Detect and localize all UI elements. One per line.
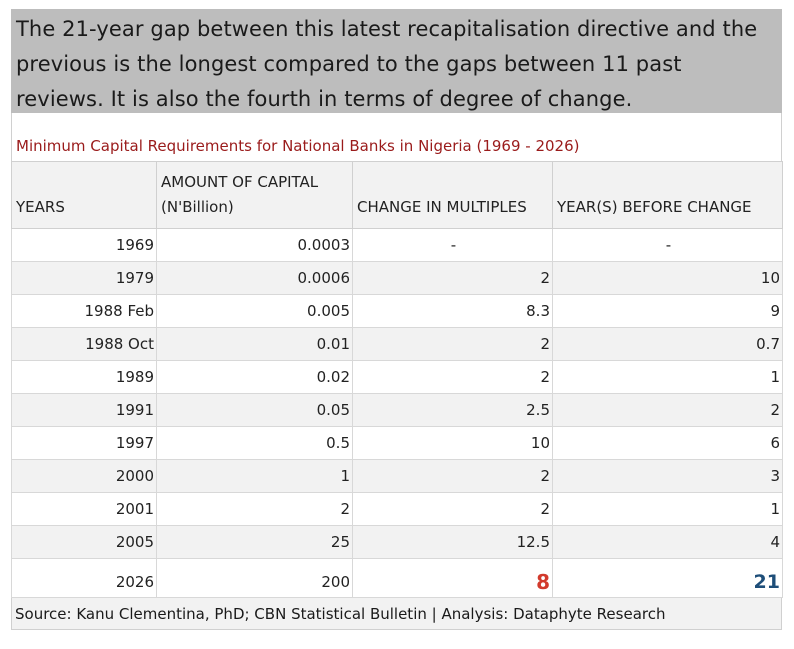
cell-years-before-change: 0.7: [552, 327, 783, 361]
table-row: 2026 200 8 21: [11, 558, 783, 598]
cell-change-multiple: 8.3: [352, 294, 553, 328]
cell-change-multiple: 10: [352, 426, 553, 460]
cell-year: 1988 Feb: [11, 294, 157, 328]
cell-year: 1991: [11, 393, 157, 427]
cell-amount: 2: [156, 492, 353, 526]
cell-amount: 0.5: [156, 426, 353, 460]
cell-year: 1989: [11, 360, 157, 394]
cell-amount: 200: [156, 558, 353, 598]
cell-year: 2005: [11, 525, 157, 559]
cell-amount: 0.02: [156, 360, 353, 394]
cell-year: 1988 Oct: [11, 327, 157, 361]
cell-years-before-change: -: [552, 228, 783, 262]
cell-change-multiple: 2: [352, 492, 553, 526]
cell-year: 1997: [11, 426, 157, 460]
table-row: 2005 25 12.5 4: [11, 525, 783, 559]
cell-years-before-change: 21: [552, 558, 783, 598]
cell-amount: 0.005: [156, 294, 353, 328]
capital-requirements-table: YEARS AMOUNT OF CAPITAL (N'Billion) CHAN…: [11, 161, 783, 598]
table-row: 1997 0.5 10 6: [11, 426, 783, 460]
table-header-row: YEARS AMOUNT OF CAPITAL (N'Billion) CHAN…: [11, 161, 783, 229]
cell-years-before-change: 1: [552, 492, 783, 526]
cell-amount: 0.0006: [156, 261, 353, 295]
header-years-before-change: YEAR(S) BEFORE CHANGE: [552, 161, 783, 229]
cell-change-multiple: 8: [352, 558, 553, 598]
cell-year: 2001: [11, 492, 157, 526]
cell-change-multiple: 2.5: [352, 393, 553, 427]
cell-amount: 0.05: [156, 393, 353, 427]
cell-amount: 0.0003: [156, 228, 353, 262]
cell-change-multiple: 2: [352, 327, 553, 361]
header-years: YEARS: [11, 161, 157, 229]
table-row: 1979 0.0006 2 10: [11, 261, 783, 295]
cell-amount: 1: [156, 459, 353, 493]
table-row: 1989 0.02 2 1: [11, 360, 783, 394]
cell-years-before-change: 2: [552, 393, 783, 427]
cell-years-before-change: 4: [552, 525, 783, 559]
cell-change-multiple: 2: [352, 459, 553, 493]
cell-change-multiple: 2: [352, 360, 553, 394]
table-row: 1988 Oct 0.01 2 0.7: [11, 327, 783, 361]
cell-years-before-change: 10: [552, 261, 783, 295]
header-change-multiples: CHANGE IN MULTIPLES: [352, 161, 553, 229]
capital-requirements-infographic: The 21-year gap between this latest reca…: [11, 9, 783, 630]
header-amount: AMOUNT OF CAPITAL (N'Billion): [156, 161, 353, 229]
cell-year: 2026: [11, 558, 157, 598]
cell-years-before-change: 1: [552, 360, 783, 394]
cell-years-before-change: 9: [552, 294, 783, 328]
cell-years-before-change: 6: [552, 426, 783, 460]
cell-amount: 25: [156, 525, 353, 559]
table-row: 1988 Feb 0.005 8.3 9: [11, 294, 783, 328]
table-row: 1969 0.0003- -: [11, 228, 783, 262]
table-row: 2000 1 2 3: [11, 459, 783, 493]
cell-year: 1979: [11, 261, 157, 295]
table-row: 2001 2 2 1: [11, 492, 783, 526]
source-note: Source: Kanu Clementina, PhD; CBN Statis…: [11, 598, 782, 630]
cell-years-before-change: 3: [552, 459, 783, 493]
cell-change-multiple: 2: [352, 261, 553, 295]
table-row: 1991 0.05 2.5 2: [11, 393, 783, 427]
cell-year: 1969: [11, 228, 157, 262]
cell-change-multiple: 12.5: [352, 525, 553, 559]
cell-change-multiple: -: [352, 228, 553, 262]
cell-year: 2000: [11, 459, 157, 493]
cell-amount: 0.01: [156, 327, 353, 361]
table-title: Minimum Capital Requirements for Nationa…: [11, 113, 782, 161]
headline: The 21-year gap between this latest reca…: [11, 9, 782, 113]
